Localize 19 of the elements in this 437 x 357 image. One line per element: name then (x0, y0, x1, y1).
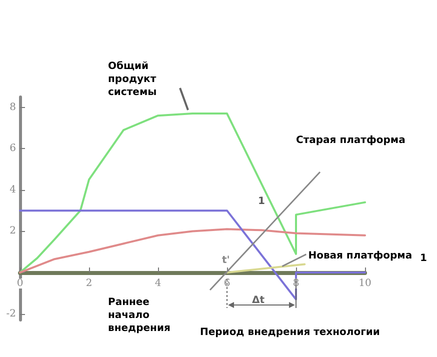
annotation: 1 (258, 196, 265, 207)
y-tick-label: -2 (6, 308, 16, 320)
annotation: Общий продукт системы (108, 61, 160, 98)
y-tick-label: 6 (10, 143, 16, 154)
annotation: Раннее начало внедрения (108, 297, 170, 334)
y-tick-label: 4 (10, 184, 16, 196)
y-tick-label: 8 (10, 102, 16, 113)
annotation: Новая платформа (308, 250, 412, 262)
x-tick-label: 4 (154, 278, 162, 290)
text: Период внедрения технологии (200, 327, 380, 338)
x-tick-label: 6 (224, 278, 230, 290)
annotation: t' (222, 255, 230, 266)
x-tick-label: 10 (358, 278, 372, 290)
x-tick-label: 2 (86, 278, 92, 290)
annotation: Δt (252, 295, 265, 306)
y-tick-label: 2 (10, 226, 16, 237)
annotation: Старая платформа (296, 135, 406, 146)
x-tick-label: 0 (16, 278, 24, 290)
text: 1 (420, 253, 427, 264)
